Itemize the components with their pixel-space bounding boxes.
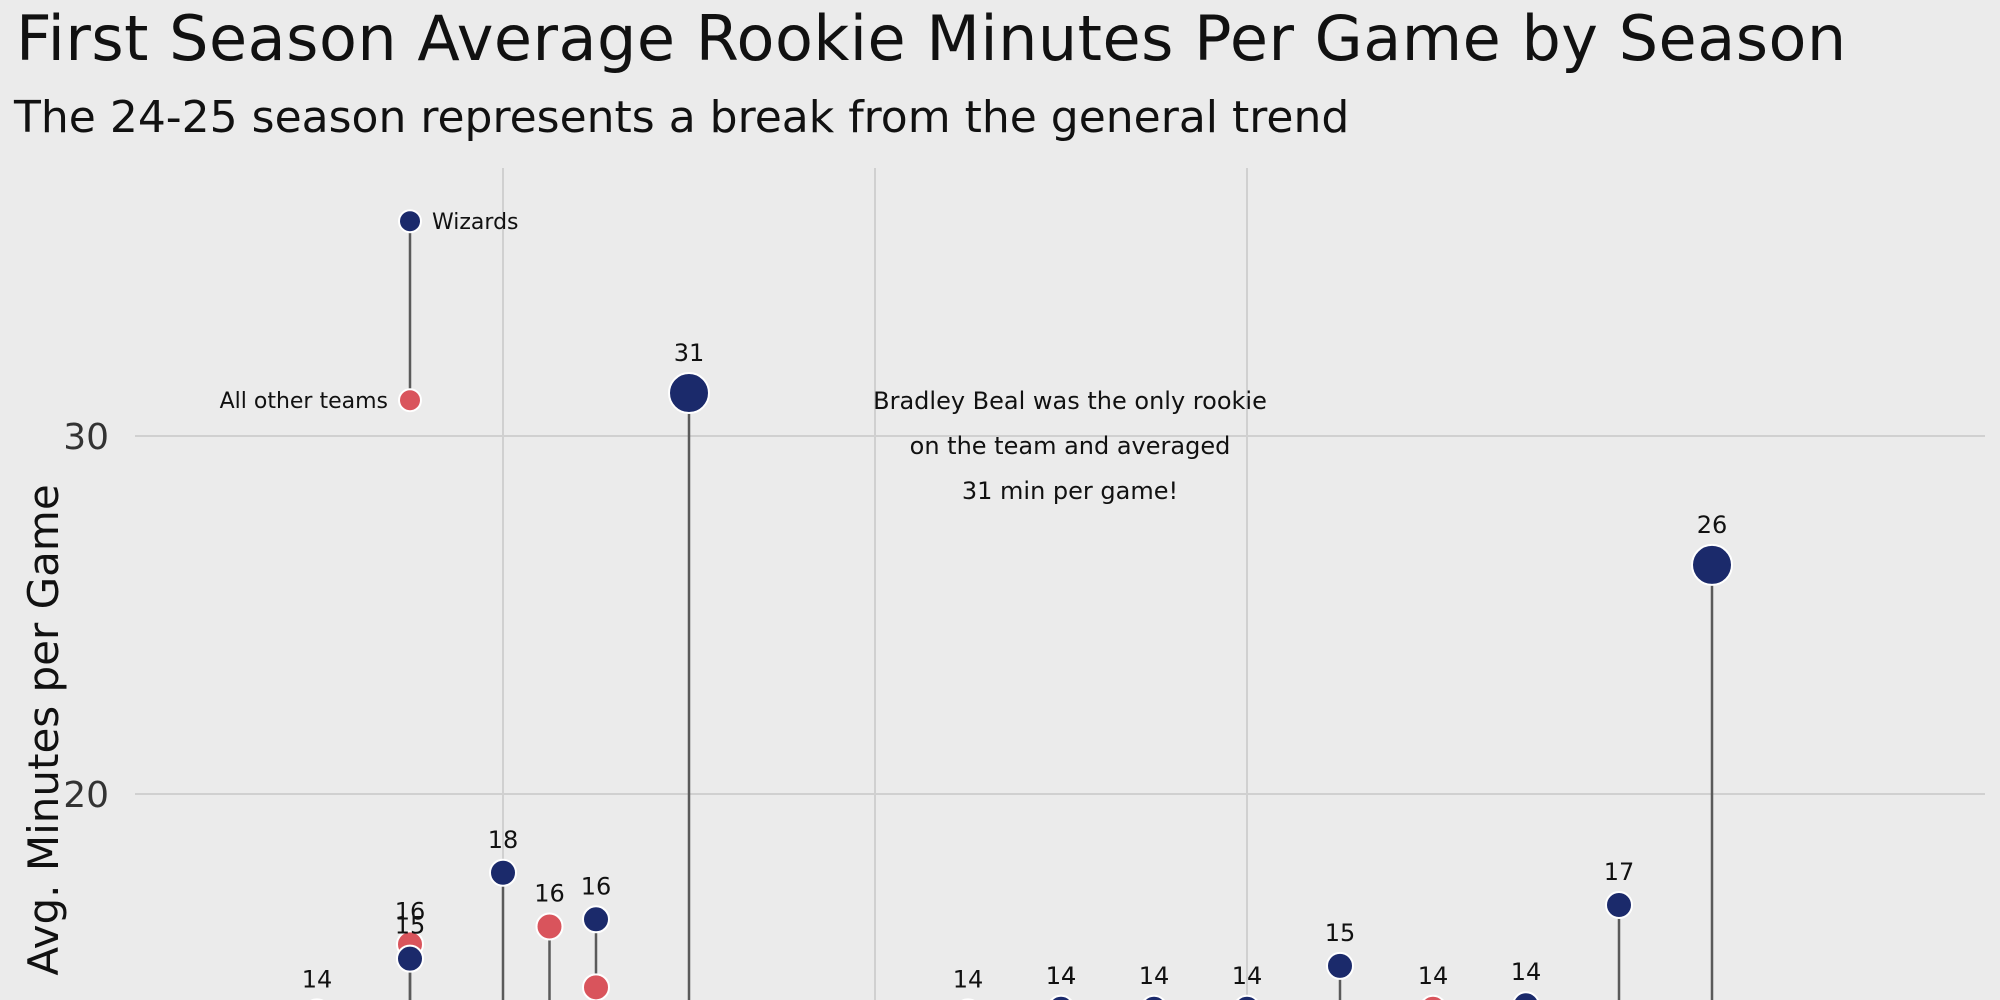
wizards-point (582, 905, 610, 934)
data-label: 14 (1139, 962, 1170, 990)
legend-wizards-dot (398, 209, 422, 234)
annotation-line: Bradley Beal was the only rookie (873, 387, 1267, 415)
legend-others-dot (398, 388, 422, 413)
data-label: 14 (953, 965, 984, 993)
chart-subtitle: The 24-25 season represents a break from… (14, 92, 1350, 143)
data-label: 17 (1604, 858, 1635, 886)
data-label: 18 (488, 826, 519, 854)
data-label: 14 (1418, 962, 1449, 990)
y-tick-label: 20 (63, 775, 109, 816)
wizards-point (1691, 543, 1733, 586)
wizards-point (489, 858, 517, 887)
wizards-point (1050, 994, 1072, 1000)
data-label: 14 (1232, 962, 1263, 990)
wizards-point (668, 372, 710, 415)
data-label: 14 (1511, 958, 1542, 986)
wizards-point (1513, 991, 1539, 1000)
data-label: 16 (395, 897, 426, 925)
data-label: 14 (1046, 962, 1077, 990)
point-layer (310, 372, 1733, 1000)
wizards-point (396, 944, 424, 973)
legend-others-label: All other teams (220, 389, 388, 414)
data-label: 14 (302, 965, 333, 993)
wizards-point (1326, 951, 1354, 980)
data-label: 15 (395, 912, 426, 940)
data-label: 15 (1325, 919, 1356, 947)
y-tick-label: 30 (63, 417, 109, 458)
other-teams-point (582, 973, 610, 1000)
wizards-point (1143, 994, 1165, 1000)
data-label: 31 (674, 339, 705, 367)
annotation-line: 31 min per game! (962, 477, 1178, 505)
data-label: 16 (581, 872, 612, 900)
other-teams-point (535, 912, 564, 941)
other-teams-point (1422, 994, 1444, 1000)
y-axis-label: Avg. Minutes per Game (19, 484, 68, 975)
legend-layer: Wizards All other teams (220, 209, 519, 414)
data-label: 16 (534, 879, 565, 907)
data-label: 26 (1697, 511, 1728, 539)
wizards-point (1605, 890, 1633, 919)
chart-title: First Season Average Rookie Minutes Per … (16, 2, 1847, 75)
annotation-layer: Bradley Beal was the only rookie on the t… (873, 387, 1267, 505)
annotation-line: on the team and averaged (910, 432, 1231, 460)
legend-wizards-label: Wizards (432, 210, 519, 235)
data-label: 14 (1046, 962, 1077, 990)
wizards-point (1236, 994, 1258, 1000)
